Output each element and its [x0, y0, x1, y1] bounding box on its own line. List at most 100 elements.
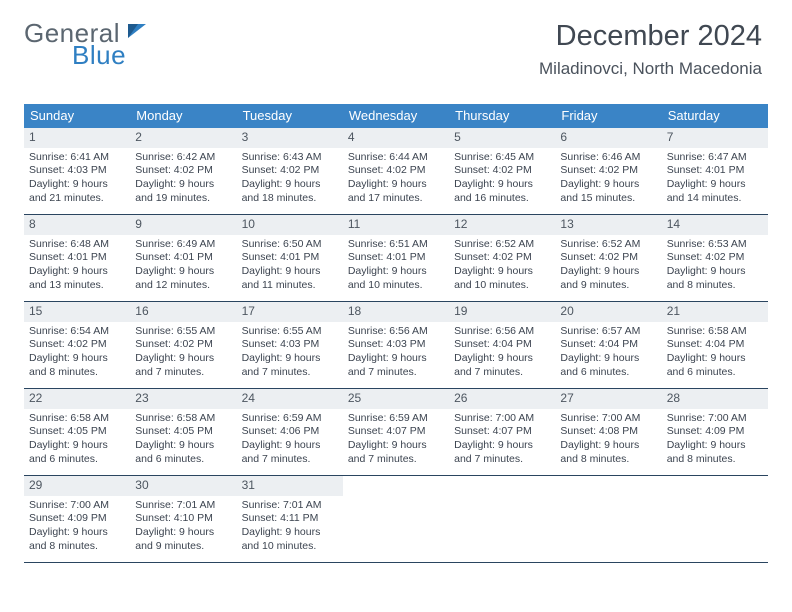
day-cell: 15Sunrise: 6:54 AMSunset: 4:02 PMDayligh…	[24, 302, 130, 388]
sunset-text: Sunset: 4:05 PM	[29, 425, 125, 439]
daylight-text: Daylight: 9 hours and 8 minutes.	[29, 352, 125, 379]
day-body: Sunrise: 7:00 AMSunset: 4:08 PMDaylight:…	[555, 409, 661, 471]
day-number: 17	[237, 302, 343, 322]
sunset-text: Sunset: 4:02 PM	[135, 164, 231, 178]
day-body: Sunrise: 6:55 AMSunset: 4:03 PMDaylight:…	[237, 322, 343, 384]
day-number: 22	[24, 389, 130, 409]
day-body: Sunrise: 7:01 AMSunset: 4:11 PMDaylight:…	[237, 496, 343, 558]
day-number: 31	[237, 476, 343, 496]
logo-triangle-dark-icon	[128, 24, 138, 38]
daylight-text: Daylight: 9 hours and 18 minutes.	[242, 178, 338, 205]
day-cell: 17Sunrise: 6:55 AMSunset: 4:03 PMDayligh…	[237, 302, 343, 388]
sunrise-text: Sunrise: 6:43 AM	[242, 151, 338, 165]
day-number: 19	[449, 302, 555, 322]
sunrise-text: Sunrise: 7:00 AM	[560, 412, 656, 426]
day-cell: 20Sunrise: 6:57 AMSunset: 4:04 PMDayligh…	[555, 302, 661, 388]
sunrise-text: Sunrise: 6:46 AM	[560, 151, 656, 165]
day-number: 21	[662, 302, 768, 322]
daylight-text: Daylight: 9 hours and 11 minutes.	[242, 265, 338, 292]
day-body: Sunrise: 6:58 AMSunset: 4:05 PMDaylight:…	[130, 409, 236, 471]
sunset-text: Sunset: 4:03 PM	[348, 338, 444, 352]
sunrise-text: Sunrise: 6:58 AM	[667, 325, 763, 339]
day-cell: 9Sunrise: 6:49 AMSunset: 4:01 PMDaylight…	[130, 215, 236, 301]
day-cell: 25Sunrise: 6:59 AMSunset: 4:07 PMDayligh…	[343, 389, 449, 475]
daylight-text: Daylight: 9 hours and 10 minutes.	[454, 265, 550, 292]
day-number: 28	[662, 389, 768, 409]
sunrise-text: Sunrise: 6:45 AM	[454, 151, 550, 165]
day-cell: 29Sunrise: 7:00 AMSunset: 4:09 PMDayligh…	[24, 476, 130, 562]
daylight-text: Daylight: 9 hours and 15 minutes.	[560, 178, 656, 205]
day-cell: 2Sunrise: 6:42 AMSunset: 4:02 PMDaylight…	[130, 128, 236, 214]
day-cell: 31Sunrise: 7:01 AMSunset: 4:11 PMDayligh…	[237, 476, 343, 562]
daylight-text: Daylight: 9 hours and 19 minutes.	[135, 178, 231, 205]
sunrise-text: Sunrise: 7:01 AM	[242, 499, 338, 513]
day-cell: 22Sunrise: 6:58 AMSunset: 4:05 PMDayligh…	[24, 389, 130, 475]
empty-cell	[343, 476, 449, 562]
day-header: Monday	[130, 104, 236, 128]
day-body: Sunrise: 6:55 AMSunset: 4:02 PMDaylight:…	[130, 322, 236, 384]
sunrise-text: Sunrise: 6:55 AM	[242, 325, 338, 339]
day-number: 16	[130, 302, 236, 322]
day-cell: 10Sunrise: 6:50 AMSunset: 4:01 PMDayligh…	[237, 215, 343, 301]
logo: General Blue	[24, 18, 120, 49]
day-number: 26	[449, 389, 555, 409]
daylight-text: Daylight: 9 hours and 7 minutes.	[454, 439, 550, 466]
day-cell: 1Sunrise: 6:41 AMSunset: 4:03 PMDaylight…	[24, 128, 130, 214]
sunset-text: Sunset: 4:02 PM	[242, 164, 338, 178]
location-label: Miladinovci, North Macedonia	[539, 59, 762, 79]
sunset-text: Sunset: 4:10 PM	[135, 512, 231, 526]
daylight-text: Daylight: 9 hours and 13 minutes.	[29, 265, 125, 292]
empty-cell	[555, 476, 661, 562]
daylight-text: Daylight: 9 hours and 7 minutes.	[135, 352, 231, 379]
sunset-text: Sunset: 4:09 PM	[667, 425, 763, 439]
sunset-text: Sunset: 4:09 PM	[29, 512, 125, 526]
day-cell: 21Sunrise: 6:58 AMSunset: 4:04 PMDayligh…	[662, 302, 768, 388]
day-number: 14	[662, 215, 768, 235]
daylight-text: Daylight: 9 hours and 21 minutes.	[29, 178, 125, 205]
day-number: 4	[343, 128, 449, 148]
day-number: 7	[662, 128, 768, 148]
day-body: Sunrise: 6:42 AMSunset: 4:02 PMDaylight:…	[130, 148, 236, 210]
daylight-text: Daylight: 9 hours and 6 minutes.	[135, 439, 231, 466]
sunrise-text: Sunrise: 6:57 AM	[560, 325, 656, 339]
sunset-text: Sunset: 4:04 PM	[454, 338, 550, 352]
daylight-text: Daylight: 9 hours and 8 minutes.	[29, 526, 125, 553]
daylight-text: Daylight: 9 hours and 16 minutes.	[454, 178, 550, 205]
sunset-text: Sunset: 4:07 PM	[348, 425, 444, 439]
day-cell: 23Sunrise: 6:58 AMSunset: 4:05 PMDayligh…	[130, 389, 236, 475]
day-cell: 16Sunrise: 6:55 AMSunset: 4:02 PMDayligh…	[130, 302, 236, 388]
sunrise-text: Sunrise: 6:51 AM	[348, 238, 444, 252]
day-number: 12	[449, 215, 555, 235]
sunrise-text: Sunrise: 6:50 AM	[242, 238, 338, 252]
day-body: Sunrise: 6:51 AMSunset: 4:01 PMDaylight:…	[343, 235, 449, 297]
sunset-text: Sunset: 4:06 PM	[242, 425, 338, 439]
day-number: 3	[237, 128, 343, 148]
sunset-text: Sunset: 4:07 PM	[454, 425, 550, 439]
daylight-text: Daylight: 9 hours and 7 minutes.	[242, 352, 338, 379]
sunset-text: Sunset: 4:02 PM	[454, 251, 550, 265]
sunrise-text: Sunrise: 7:00 AM	[454, 412, 550, 426]
day-cell: 11Sunrise: 6:51 AMSunset: 4:01 PMDayligh…	[343, 215, 449, 301]
sunrise-text: Sunrise: 6:44 AM	[348, 151, 444, 165]
day-body: Sunrise: 6:48 AMSunset: 4:01 PMDaylight:…	[24, 235, 130, 297]
sunset-text: Sunset: 4:01 PM	[348, 251, 444, 265]
daylight-text: Daylight: 9 hours and 17 minutes.	[348, 178, 444, 205]
day-body: Sunrise: 6:47 AMSunset: 4:01 PMDaylight:…	[662, 148, 768, 210]
day-body: Sunrise: 6:58 AMSunset: 4:05 PMDaylight:…	[24, 409, 130, 471]
day-body: Sunrise: 6:52 AMSunset: 4:02 PMDaylight:…	[449, 235, 555, 297]
day-body: Sunrise: 6:59 AMSunset: 4:06 PMDaylight:…	[237, 409, 343, 471]
daylight-text: Daylight: 9 hours and 6 minutes.	[560, 352, 656, 379]
week-row: 15Sunrise: 6:54 AMSunset: 4:02 PMDayligh…	[24, 302, 768, 389]
daylight-text: Daylight: 9 hours and 7 minutes.	[348, 352, 444, 379]
day-body: Sunrise: 6:43 AMSunset: 4:02 PMDaylight:…	[237, 148, 343, 210]
day-header: Saturday	[662, 104, 768, 128]
day-number: 23	[130, 389, 236, 409]
day-header: Tuesday	[237, 104, 343, 128]
daylight-text: Daylight: 9 hours and 8 minutes.	[667, 439, 763, 466]
sunrise-text: Sunrise: 6:58 AM	[135, 412, 231, 426]
daylight-text: Daylight: 9 hours and 7 minutes.	[348, 439, 444, 466]
day-body: Sunrise: 6:57 AMSunset: 4:04 PMDaylight:…	[555, 322, 661, 384]
sunset-text: Sunset: 4:11 PM	[242, 512, 338, 526]
sunset-text: Sunset: 4:02 PM	[667, 251, 763, 265]
day-cell: 24Sunrise: 6:59 AMSunset: 4:06 PMDayligh…	[237, 389, 343, 475]
